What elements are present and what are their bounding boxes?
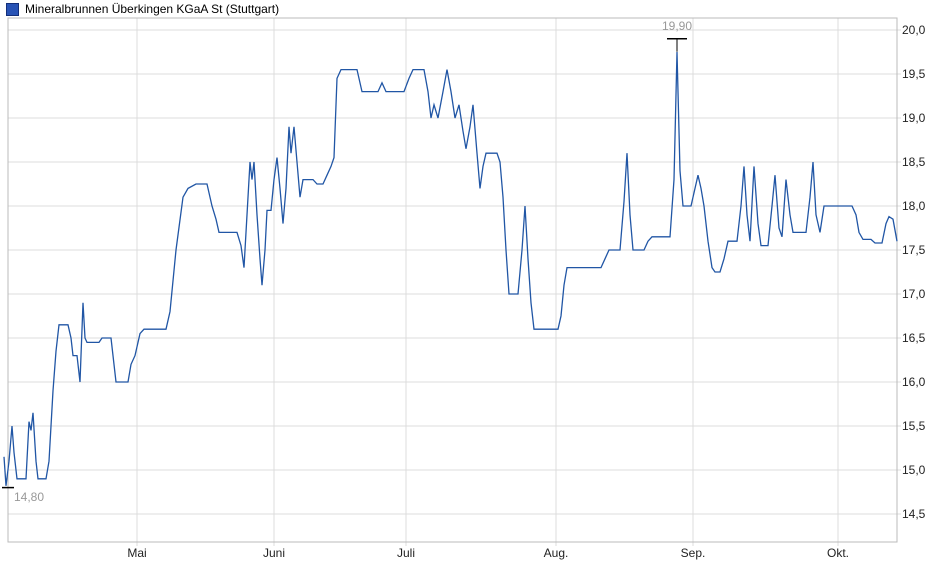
x-axis-month-label: Sep. [681, 546, 706, 560]
series-legend-square-icon [6, 2, 19, 16]
y-axis-tick-label: 17,5 [902, 243, 926, 257]
x-axis-month-label: Okt. [827, 546, 849, 560]
y-axis-tick-label: 18,5 [902, 155, 926, 169]
price-line-series[interactable] [3, 51, 898, 486]
y-axis-tick-label: 17,0 [902, 287, 926, 301]
y-axis-tick-label: 19,5 [902, 67, 926, 81]
y-axis-tick-label: 19,0 [902, 111, 926, 125]
low-annotation-label: 14,80 [14, 490, 44, 504]
plot-area-outline [7, 17, 898, 543]
x-axis-month-label: Juli [397, 546, 415, 560]
x-axis-month-label: Aug. [544, 546, 569, 560]
high-annotation-label: 19,90 [662, 19, 692, 33]
y-axis-tick-label: 18,0 [902, 199, 926, 213]
y-axis-tick-label: 15,0 [902, 463, 926, 477]
x-axis-month-label: Mai [127, 546, 146, 560]
chart-title: Mineralbrunnen Überkingen KGaA St (Stutt… [25, 2, 280, 16]
x-axis-month-label: Juni [263, 546, 285, 560]
y-axis-tick-label: 16,0 [902, 375, 926, 389]
chart-legend: Mineralbrunnen Überkingen KGaA St (Stutt… [6, 2, 279, 16]
y-axis-tick-label: 20,0 [902, 23, 926, 37]
plot-area-border [7, 17, 898, 543]
y-axis-tick-label: 16,5 [902, 331, 926, 345]
y-axis-tick-label: 15,5 [902, 419, 926, 433]
y-axis-tick-label: 14,5 [902, 507, 926, 521]
